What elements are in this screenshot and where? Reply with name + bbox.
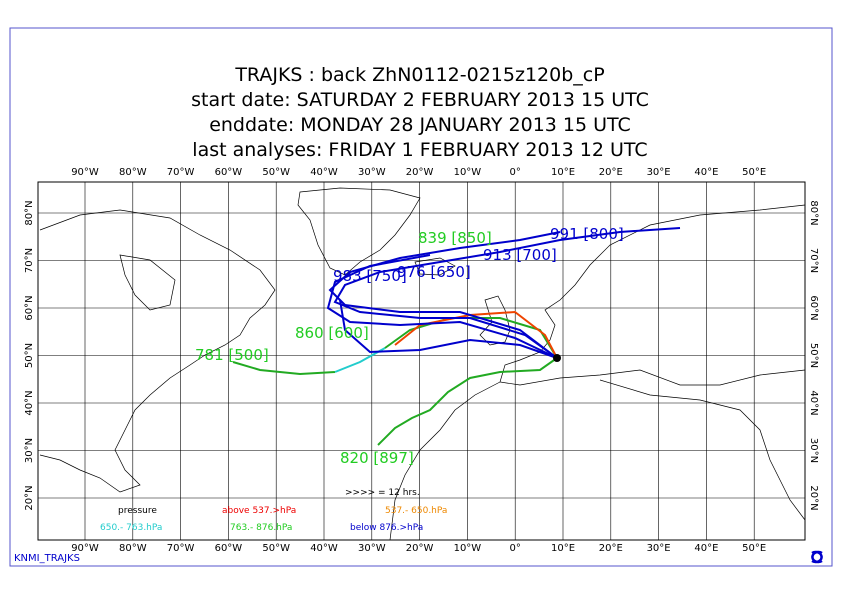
coast-africa [389,379,806,541]
lon-label: 50°E [742,167,766,178]
lon-label: 0° [510,543,521,554]
coast-europe [499,204,806,386]
legend-item: 537.- 650.hPa [385,506,447,516]
lat-label: 50°N [808,343,819,368]
trajectory [377,357,558,446]
lon-label: 10°W [454,543,482,554]
graticule: 90°W 90°W 80°W 80°W 70°W 70°W 60°W 60°W 50°W 50°W… [24,167,819,554]
lon-label: 20°W [406,167,434,178]
legend-item: above 537.>hPa [222,506,296,516]
coast-iceland [414,257,456,276]
lon-label: 20°E [599,167,623,178]
legend-item: pressure [118,506,157,516]
lon-label: 0° [510,167,521,178]
title-line: TRAJKS : back ZhN0112-0215z120b_cP [234,64,604,86]
trajectory-label: 860 [600] [295,324,369,342]
map-frame [37,181,806,541]
lon-label: 40°W [310,543,338,554]
trajectory-label: 976 [650] [397,263,471,281]
trajectory-label: 839 [850] [418,229,492,247]
lat-label: 80°N [24,200,35,225]
lon-label: 50°E [742,543,766,554]
lon-label: 50°W [262,167,290,178]
trajectory-label: 820 [897] [340,449,414,467]
coast-canada-bay [119,254,176,311]
lon-label: 20°E [599,543,623,554]
trajectory-label: 991 [800] [550,225,624,243]
lon-label: 20°W [406,543,434,554]
lat-label: 80°N [808,200,819,225]
lat-label: 40°N [24,390,35,415]
knmi-logo [811,550,823,564]
lon-label: 30°E [647,543,671,554]
trajectory [333,227,681,359]
trajectory-label: 983 [750] [333,267,407,285]
lon-label: 90°W [71,167,99,178]
lon-label: 30°W [358,167,386,178]
trajectory [394,310,558,359]
lon-label: 30°W [358,543,386,554]
legend-item: 650.- 763.hPa [100,523,162,533]
lon-label: 40°E [694,543,718,554]
trajectory [384,317,558,359]
title-line: enddate: MONDAY 28 JANUARY 2013 15 UTC [209,114,631,136]
title-line: start date: SATURDAY 2 FEBRUARY 2013 15 … [191,89,649,111]
lat-label: 60°N [808,295,819,320]
trajectory-label: 781 [500] [195,346,269,364]
footer: KNMI_TRAJKS [14,553,80,564]
lon-label: 60°W [215,543,243,554]
lon-label: 50°W [262,543,290,554]
lat-label: 70°N [24,248,35,273]
lat-label: 60°N [24,295,35,320]
lat-label: 30°N [808,438,819,463]
lon-label: 70°W [167,543,195,554]
lon-label: 30°E [647,167,671,178]
frame [9,27,833,567]
lon-label: 10°W [454,167,482,178]
lon-label: 60°W [215,167,243,178]
trajectory [339,299,558,359]
lat-label: 40°N [808,390,819,415]
lon-label: 90°W [71,543,99,554]
legend-item: below 876.>hPa [350,523,423,533]
coast-britain [479,295,511,346]
lon-label: 40°W [310,167,338,178]
coast-greenland [297,187,421,276]
lon-label: 80°W [119,543,147,554]
lat-label: 20°N [24,485,35,510]
lat-label: 70°N [808,248,819,273]
lat-label: 30°N [24,438,35,463]
trajectory [326,254,558,359]
trajectory-endpoint [553,354,561,362]
lon-label: 40°E [694,167,718,178]
lon-label: 10°E [551,543,575,554]
lat-label: 50°N [24,343,35,368]
lon-label: 70°W [167,167,195,178]
trajectory-label: 913 [700] [483,246,557,264]
coast-north-america [39,209,276,493]
legend-item: 763.- 876.hPa [230,523,292,533]
lon-label: 80°W [119,167,147,178]
trajectories [232,227,681,446]
trajectory [232,361,336,376]
title-line: last analyses: FRIDAY 1 FEBRUARY 2013 12… [192,139,647,161]
trajectory [328,231,561,359]
lon-label: 10°E [551,167,575,178]
legend-marker: >>>> = 12 hrs. [345,488,420,498]
lat-label: 20°N [808,485,819,510]
